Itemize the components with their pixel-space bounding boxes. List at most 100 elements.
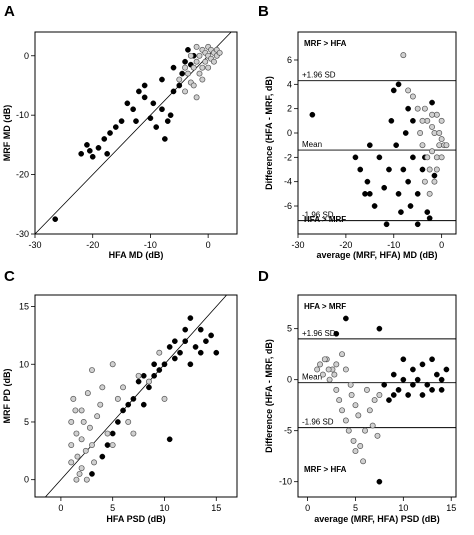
panel-b-xtick-label: -30	[291, 240, 304, 250]
panel-a-point-open	[176, 76, 183, 83]
panel-c-identity-line	[45, 294, 227, 498]
panel-c-point-filled	[171, 338, 178, 345]
panel-b-ytick-label: 0	[287, 128, 292, 138]
panel-b-point-open	[405, 87, 412, 94]
panel-a-point-filled	[133, 118, 139, 124]
panel-b-ytick-label: -2	[284, 152, 292, 162]
panel-c-point-open	[89, 367, 95, 373]
panel-a-xtick-label: 0	[206, 240, 211, 250]
panel-b-point-filled	[395, 81, 402, 88]
panel-b-ytick-label: -4	[284, 177, 292, 187]
panel-d-point-filled	[381, 381, 388, 388]
panel-b-xticks: -30 -20 -10 0	[291, 234, 444, 250]
panel-b-ylabel: Difference (HFA - MRF, dB)	[264, 76, 274, 190]
panel-c-point-filled	[197, 326, 204, 333]
panel-d-ytick-label: -5	[284, 426, 292, 436]
panel-b-point-open	[429, 123, 436, 130]
panel-a-point-filled	[141, 94, 148, 101]
panel-b-xtick-label: -20	[339, 240, 352, 250]
panel-a-point-open	[193, 58, 200, 65]
panel-c-point-open	[68, 459, 75, 466]
panel-c-point-open	[109, 442, 116, 449]
panel-a-point-filled	[104, 150, 110, 157]
panel-c-point-open	[161, 395, 168, 402]
panel-a-yticks: -30 -20 -10 0	[16, 51, 35, 239]
panel-b-point-open	[431, 178, 438, 185]
panel-c-point-filled	[208, 332, 214, 339]
panel-a-point-filled	[179, 70, 186, 77]
panel-d-point-open	[321, 356, 328, 363]
panel-b-xlabel: average (MRF, HFA) MD (dB)	[316, 250, 437, 260]
panel-c-point-open	[120, 384, 127, 391]
panel-a-point-open	[190, 64, 197, 71]
panel-a-point-open	[193, 94, 200, 101]
panel-d-point-filled	[343, 315, 349, 322]
panel-a-point-filled	[182, 58, 188, 65]
panel-c-point-filled	[115, 419, 121, 425]
panel-b-point-open	[438, 154, 445, 161]
panel-c-point-filled	[182, 338, 189, 345]
panel-b-point-filled	[362, 190, 368, 197]
panel-c-point-open	[94, 413, 101, 420]
panel-c-point-open	[109, 361, 116, 368]
panel-b-refline-label-0: +1.96 SD	[302, 71, 336, 80]
panel-d-ytick-label: -10	[279, 477, 292, 487]
panel-b-point-filled	[366, 142, 373, 149]
panel-b-point-filled	[419, 166, 426, 173]
panel-b-point-open	[436, 130, 443, 136]
panel-d-point-filled	[400, 376, 407, 383]
panel-a-point-filled	[118, 118, 125, 124]
panel-d-refline-label-2: -1.96 SD	[302, 418, 334, 427]
panel-d-point-open	[376, 392, 383, 398]
panel-a-letter: A	[4, 3, 15, 20]
panel-c: C 0 5 10 15 0 5 10 15 HFA PSD (dB) MRF PD (dB)	[2, 268, 238, 524]
panel-c-point-open	[76, 470, 83, 477]
panel-b-point-filled	[402, 130, 409, 136]
panel-d-point-filled	[438, 387, 445, 393]
panel-c-xticks: 0 5 10 15	[58, 497, 221, 513]
panel-a-point-filled	[112, 124, 119, 130]
panel-a-point-filled	[84, 142, 90, 148]
panel-d-ytick-label: 0	[287, 375, 292, 385]
panel-a-point-open	[202, 58, 209, 65]
panel-d-point-open	[369, 422, 376, 429]
panel-c-point-open	[82, 447, 89, 454]
panel-b-point-filled	[388, 117, 395, 124]
panel-a-identity-line	[34, 31, 232, 235]
panel-b-point-open	[424, 154, 431, 161]
panel-a-point-filled	[78, 150, 85, 157]
panel-c-point-open	[78, 407, 85, 414]
panel-c-ylabel: MRF PD (dB)	[2, 369, 12, 424]
panel-d-point-open	[326, 376, 333, 383]
panel-b-point-filled	[414, 221, 421, 228]
panel-c-point-open	[125, 419, 132, 425]
panel-b-point-open	[433, 154, 440, 161]
panel-d-point-open	[348, 392, 355, 398]
panel-a: A -30 -20 -10 0 -30 -20 -10 0 HFA MD (dB) MRF …	[2, 3, 238, 260]
panel-a-point-filled	[150, 100, 157, 107]
panel-c-point-open	[130, 430, 137, 437]
panel-b-xtick-label: 0	[439, 240, 444, 250]
panel-c-ytick-label: 15	[19, 302, 29, 312]
panel-c-point-open	[70, 395, 77, 402]
panel-b-point-open	[429, 148, 436, 155]
panel-c-letter: C	[4, 268, 15, 285]
panel-d-point-open	[355, 412, 362, 419]
panel-b-ytick-label: -6	[284, 201, 292, 211]
panel-a-point-filled	[164, 118, 171, 124]
panel-d-xticks: 0 5 10 15	[305, 497, 456, 513]
panel-d-point-open	[339, 407, 345, 414]
panel-b-point-open	[438, 136, 445, 143]
panel-c-point-open	[99, 384, 106, 391]
panel-a-point-open	[199, 64, 206, 71]
panel-a-point-filled	[159, 106, 165, 113]
panel-a-ytick-label: 0	[24, 51, 29, 61]
panel-a-xlabel: HFA MD (dB)	[109, 250, 164, 260]
panel-c-point-filled	[166, 436, 173, 443]
panel-c-point-open	[145, 378, 152, 385]
panel-c-xtick-label: 15	[211, 503, 221, 513]
panel-c-ytick-label: 5	[24, 417, 29, 427]
panel-b-annotation-top: MRF > HFA	[304, 39, 347, 48]
panel-c-ytick-label: 10	[19, 359, 29, 369]
